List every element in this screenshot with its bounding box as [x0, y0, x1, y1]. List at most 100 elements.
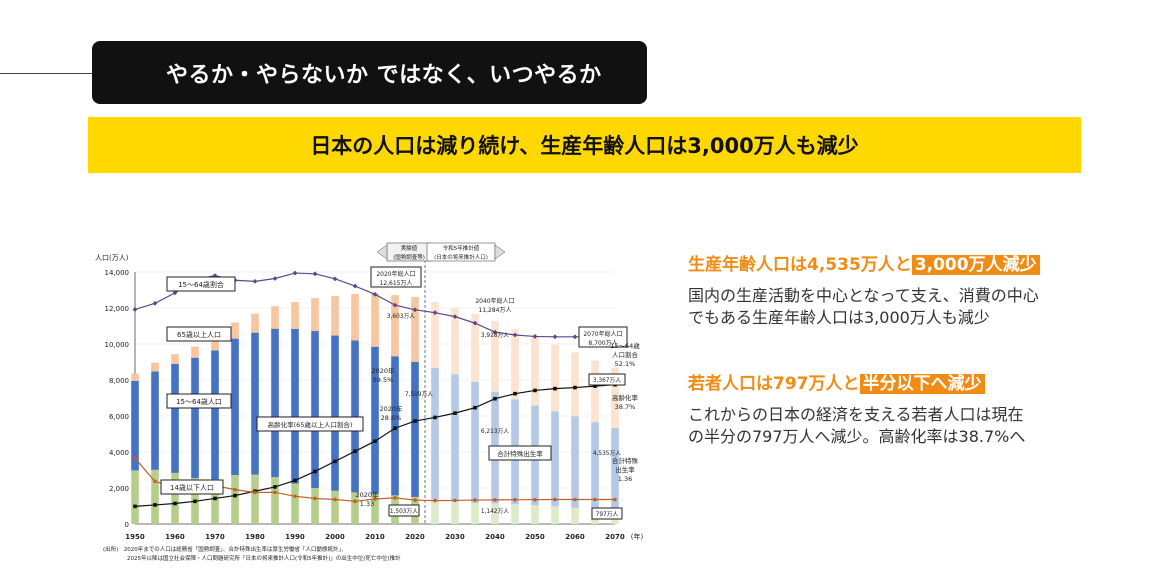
y-tick-label: 2,000	[109, 485, 129, 493]
bar-working	[431, 367, 439, 500]
bar-elderly	[611, 367, 619, 429]
annotation-2070-total: 2070年総人口	[583, 330, 622, 338]
bar-elderly	[391, 295, 399, 357]
point-headline: 生産年齢人口は4,535万人と 3,000万人減少	[688, 253, 1128, 277]
x-tick-label: 2010	[365, 533, 385, 541]
annotation-aging-2020: 28.6%	[381, 414, 402, 422]
value-label-box	[588, 373, 626, 386]
aging-line-point	[433, 415, 437, 420]
bar-working	[371, 346, 379, 494]
value-label: 6,213万人	[481, 428, 509, 435]
fertility-line-point	[473, 498, 477, 502]
right-label-fertility: 1.36	[618, 475, 632, 483]
x-tick-label: 1990	[285, 533, 305, 541]
legend-aging: 高齢化率(65歳以上人口割合)	[268, 420, 353, 429]
bar-young	[491, 503, 499, 524]
bar-young	[431, 499, 439, 524]
fertility-line-point	[333, 497, 337, 502]
aging-line-point	[513, 391, 517, 396]
point-block-2: 若者人口は797万人と 半分以下へ減少 これからの日本の経済を支える若者人口は現在…	[688, 372, 1128, 448]
bar-young	[451, 501, 459, 524]
y-axis-label: 人口(万人)	[95, 254, 129, 262]
annotation-ratio-2020: 59.5%	[373, 376, 394, 384]
ratio-line-point	[432, 310, 438, 316]
y-tick-label: 8,000	[109, 377, 129, 385]
y-tick-label: 10,000	[105, 341, 130, 349]
aging-line-point	[593, 384, 597, 388]
actual-arrow	[376, 244, 388, 260]
bar-working	[331, 335, 339, 491]
bar-young	[551, 506, 559, 524]
ratio-line-point	[532, 334, 538, 339]
y-tick-label: 4,000	[109, 449, 129, 457]
source-note: (出所) 2020年までの人口は総務省「国勢調査」、合計特殊出生率は厚生労働省「…	[103, 545, 347, 553]
right-label-aging: 38.7%	[615, 403, 636, 411]
ratio-line-point	[392, 302, 398, 308]
legend-young: 14歳以下人口	[170, 483, 214, 492]
aging-line-point	[453, 411, 457, 415]
x-tick-label: 1980	[245, 533, 265, 541]
bar-elderly	[171, 354, 179, 364]
bar-elderly	[471, 314, 479, 382]
headline-text: 生産年齢人口は4,535万人と	[688, 255, 912, 275]
aging-line-point	[533, 388, 537, 393]
legend-box	[256, 416, 364, 432]
fertility-line-point	[233, 487, 237, 492]
projection-arrow	[494, 244, 506, 260]
bar-elderly	[151, 362, 159, 372]
bar-working	[451, 374, 459, 502]
bar-elderly	[591, 360, 599, 423]
fertility-line-point	[373, 497, 377, 501]
ratio-line-point	[252, 278, 258, 284]
ratio-line-point	[472, 320, 478, 326]
projection-label: 令和5年推計値	[443, 244, 480, 252]
bar-elderly	[311, 298, 319, 332]
bar-young	[471, 502, 479, 524]
x-tick-label: 2050	[525, 533, 545, 541]
bar-working	[211, 350, 219, 480]
fertility-line-point	[493, 498, 497, 502]
y-tick-label: 14,000	[105, 269, 130, 277]
bar-working	[611, 428, 619, 510]
fertility-line-point	[133, 456, 137, 461]
fertility-line-point	[613, 497, 617, 502]
point-headline: 若者人口は797万人と 半分以下へ減少	[688, 372, 1128, 396]
bar-elderly	[431, 302, 439, 368]
annotation-2040-total: 11,284万人	[479, 307, 512, 314]
ratio-line-point	[332, 276, 338, 282]
ratio-line-point	[372, 291, 378, 297]
point-body: 国内の生産活動を中心となって支え、消費の中心 でもある生産年齢人口は3,000万…	[688, 285, 1128, 329]
fertility-line-point	[293, 494, 297, 499]
fertility-line-point	[513, 497, 517, 502]
right-label-ratio: 15〜64歳	[610, 341, 640, 350]
ratio-line-point	[452, 314, 458, 320]
headline-text: 若者人口は797万人と	[688, 374, 860, 394]
bar-elderly	[331, 295, 339, 336]
fertility-line-point	[433, 498, 437, 503]
bar-working	[231, 338, 239, 476]
fertility-line-point	[353, 499, 357, 504]
right-label-fertility: 出生率	[615, 465, 635, 474]
right-label-ratio: 52.1%	[615, 360, 636, 368]
population-chart: 人口(万人) 0 2,000 4,000 6,000 8,000 10,000 12,000 1…	[95, 242, 643, 562]
aging-line-point	[393, 426, 397, 431]
bar-elderly	[191, 346, 199, 358]
bar-working	[591, 422, 599, 509]
title-box: やるか・やらないか ではなく、いつやるか	[92, 41, 647, 104]
bar-young	[311, 488, 319, 524]
bar-young	[291, 483, 299, 524]
fertility-line-point	[393, 496, 397, 500]
bar-young	[151, 469, 159, 524]
bar-young	[251, 474, 259, 524]
bar-elderly	[511, 329, 519, 400]
value-label: 1,503万人	[390, 508, 418, 515]
aging-line-point	[553, 386, 557, 391]
bar-elderly	[131, 373, 139, 381]
fertility-line-point	[273, 490, 277, 495]
bar-young	[371, 493, 379, 524]
fertility-line-point	[313, 496, 317, 501]
bar-elderly	[351, 293, 359, 341]
bar-working	[131, 380, 139, 471]
bar-working	[471, 381, 479, 503]
bar-young	[271, 477, 279, 524]
